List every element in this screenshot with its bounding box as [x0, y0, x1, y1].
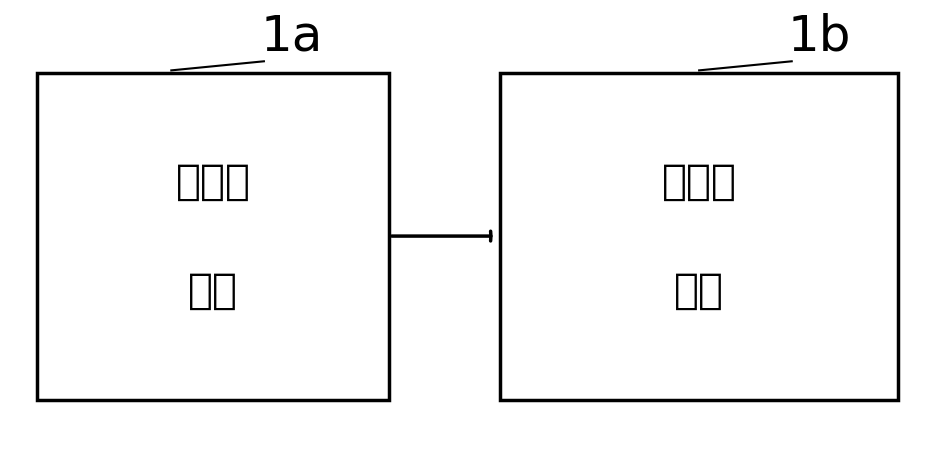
- Text: 扫频激: 扫频激: [662, 161, 736, 202]
- Text: 激光器: 激光器: [176, 161, 250, 202]
- Text: 1b: 1b: [788, 12, 851, 60]
- Bar: [37, 73, 389, 400]
- Text: 光器: 光器: [674, 270, 724, 311]
- Bar: [500, 73, 898, 400]
- Text: 驱动: 驱动: [188, 270, 238, 311]
- Text: 1a: 1a: [260, 12, 323, 60]
